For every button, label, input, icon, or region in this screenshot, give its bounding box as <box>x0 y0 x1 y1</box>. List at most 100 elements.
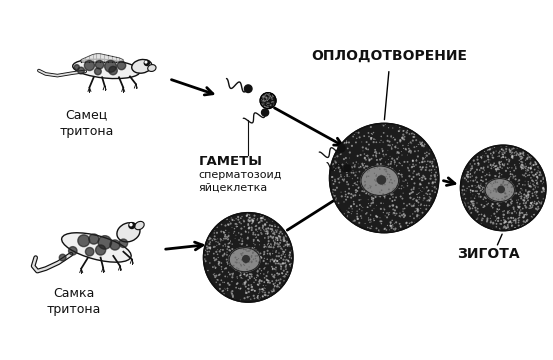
Point <box>531 171 540 177</box>
Point <box>524 192 533 198</box>
Point <box>364 191 373 197</box>
Point <box>347 203 356 209</box>
Point <box>340 156 348 162</box>
Point <box>431 177 440 183</box>
Point <box>489 195 498 201</box>
Point <box>500 161 509 167</box>
Point <box>517 195 526 201</box>
Point <box>482 150 491 156</box>
Point <box>343 214 352 220</box>
Point <box>361 183 369 189</box>
Point <box>253 293 262 299</box>
Point <box>520 198 529 204</box>
Point <box>216 236 225 242</box>
Point <box>458 174 467 179</box>
Point <box>483 154 492 160</box>
Point <box>364 147 373 152</box>
Point <box>244 248 253 254</box>
Point <box>489 155 498 161</box>
Point <box>466 199 475 204</box>
Point <box>268 289 276 295</box>
Point <box>223 288 232 293</box>
Point <box>206 246 215 252</box>
Circle shape <box>260 93 276 109</box>
Point <box>367 188 376 194</box>
Point <box>241 262 249 267</box>
Point <box>371 147 379 153</box>
Point <box>487 194 496 200</box>
Point <box>484 159 493 165</box>
Point <box>539 187 548 193</box>
Point <box>473 179 482 185</box>
Point <box>231 221 240 227</box>
Point <box>477 154 486 160</box>
Point <box>345 190 353 196</box>
Point <box>387 184 395 189</box>
Point <box>397 172 406 177</box>
Point <box>390 159 399 165</box>
Point <box>335 175 344 181</box>
Point <box>362 190 371 196</box>
Point <box>531 172 540 177</box>
Point <box>499 152 508 158</box>
Point <box>498 146 507 152</box>
Point <box>382 190 391 196</box>
Point <box>286 250 295 256</box>
Point <box>390 185 399 191</box>
Point <box>254 250 263 256</box>
Point <box>342 139 351 145</box>
Point <box>405 220 414 226</box>
Point <box>351 188 359 193</box>
Point <box>523 152 532 158</box>
Point <box>479 204 488 210</box>
Point <box>244 226 253 231</box>
Point <box>535 200 544 206</box>
Point <box>416 202 425 207</box>
Point <box>525 203 534 208</box>
Point <box>473 167 482 172</box>
Point <box>474 184 483 190</box>
Point <box>262 95 271 101</box>
Point <box>420 195 429 201</box>
Point <box>408 164 417 170</box>
Point <box>367 219 375 225</box>
Circle shape <box>130 224 132 226</box>
Point <box>413 192 421 197</box>
Point <box>508 153 517 159</box>
Point <box>500 182 509 188</box>
Point <box>515 201 524 207</box>
Point <box>232 224 241 229</box>
Point <box>369 165 378 170</box>
Point <box>534 168 542 174</box>
Point <box>515 212 524 218</box>
Point <box>254 220 263 226</box>
Point <box>237 263 246 269</box>
Point <box>219 243 228 249</box>
Point <box>399 128 408 134</box>
Point <box>248 258 257 264</box>
Point <box>399 201 408 206</box>
Point <box>246 215 254 221</box>
Point <box>331 158 340 164</box>
Point <box>517 164 525 170</box>
Point <box>285 242 294 247</box>
Point <box>288 255 296 261</box>
Point <box>508 220 517 226</box>
Point <box>494 174 503 180</box>
Point <box>471 188 480 194</box>
Point <box>228 241 237 247</box>
Point <box>220 266 229 272</box>
Point <box>205 241 214 247</box>
Point <box>221 274 229 279</box>
Point <box>259 223 268 229</box>
Point <box>340 199 348 205</box>
Point <box>508 184 517 190</box>
Point <box>418 157 427 163</box>
Point <box>462 188 471 194</box>
Point <box>510 162 519 168</box>
Point <box>502 224 510 229</box>
Point <box>524 181 533 187</box>
Point <box>221 232 229 238</box>
Point <box>405 131 414 137</box>
Point <box>340 176 349 182</box>
